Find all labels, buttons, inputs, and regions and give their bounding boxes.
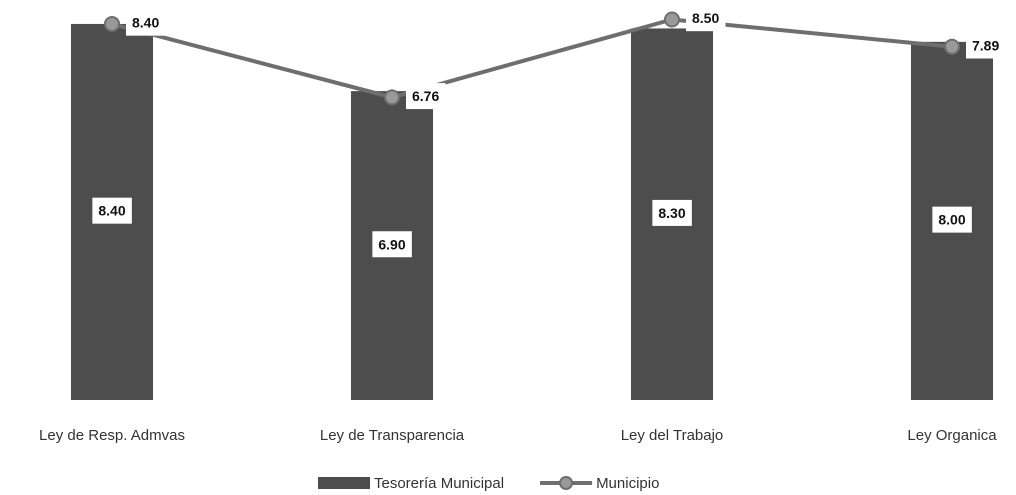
line-point	[944, 38, 960, 55]
data-label: 8.30	[658, 205, 685, 221]
data-label-box	[686, 5, 726, 32]
data-label: 6.76	[412, 88, 439, 104]
legend-swatch	[559, 476, 574, 490]
data-label: 8.00	[938, 212, 965, 228]
legend-label: Tesorería Municipal	[374, 475, 504, 492]
legend-label: Municipio	[596, 475, 659, 492]
data-label: 8.50	[692, 10, 719, 26]
data-label-box	[126, 9, 166, 36]
x-tick-label: Ley Organica	[907, 427, 997, 444]
data-label: 7.89	[972, 37, 999, 53]
x-tick-label: Ley de Resp. Admvas	[39, 427, 185, 444]
line-point	[384, 89, 400, 106]
legend-swatch	[318, 477, 370, 489]
line	[111, 17, 953, 100]
x-tick-label: Ley del Trabajo	[621, 427, 724, 444]
data-label: 8.40	[98, 203, 125, 219]
data-label: 8.40	[132, 15, 159, 31]
data-label-box	[92, 197, 132, 224]
data-label-box	[966, 32, 1006, 59]
line-point	[664, 11, 680, 28]
data-label-box	[406, 83, 446, 110]
data-label-box	[372, 231, 412, 258]
data-label-box	[932, 206, 972, 233]
line-point	[104, 15, 120, 32]
x-tick-label: Ley de Transparencia	[320, 427, 465, 444]
data-label: 6.90	[378, 236, 405, 252]
data-label-box	[652, 199, 692, 226]
